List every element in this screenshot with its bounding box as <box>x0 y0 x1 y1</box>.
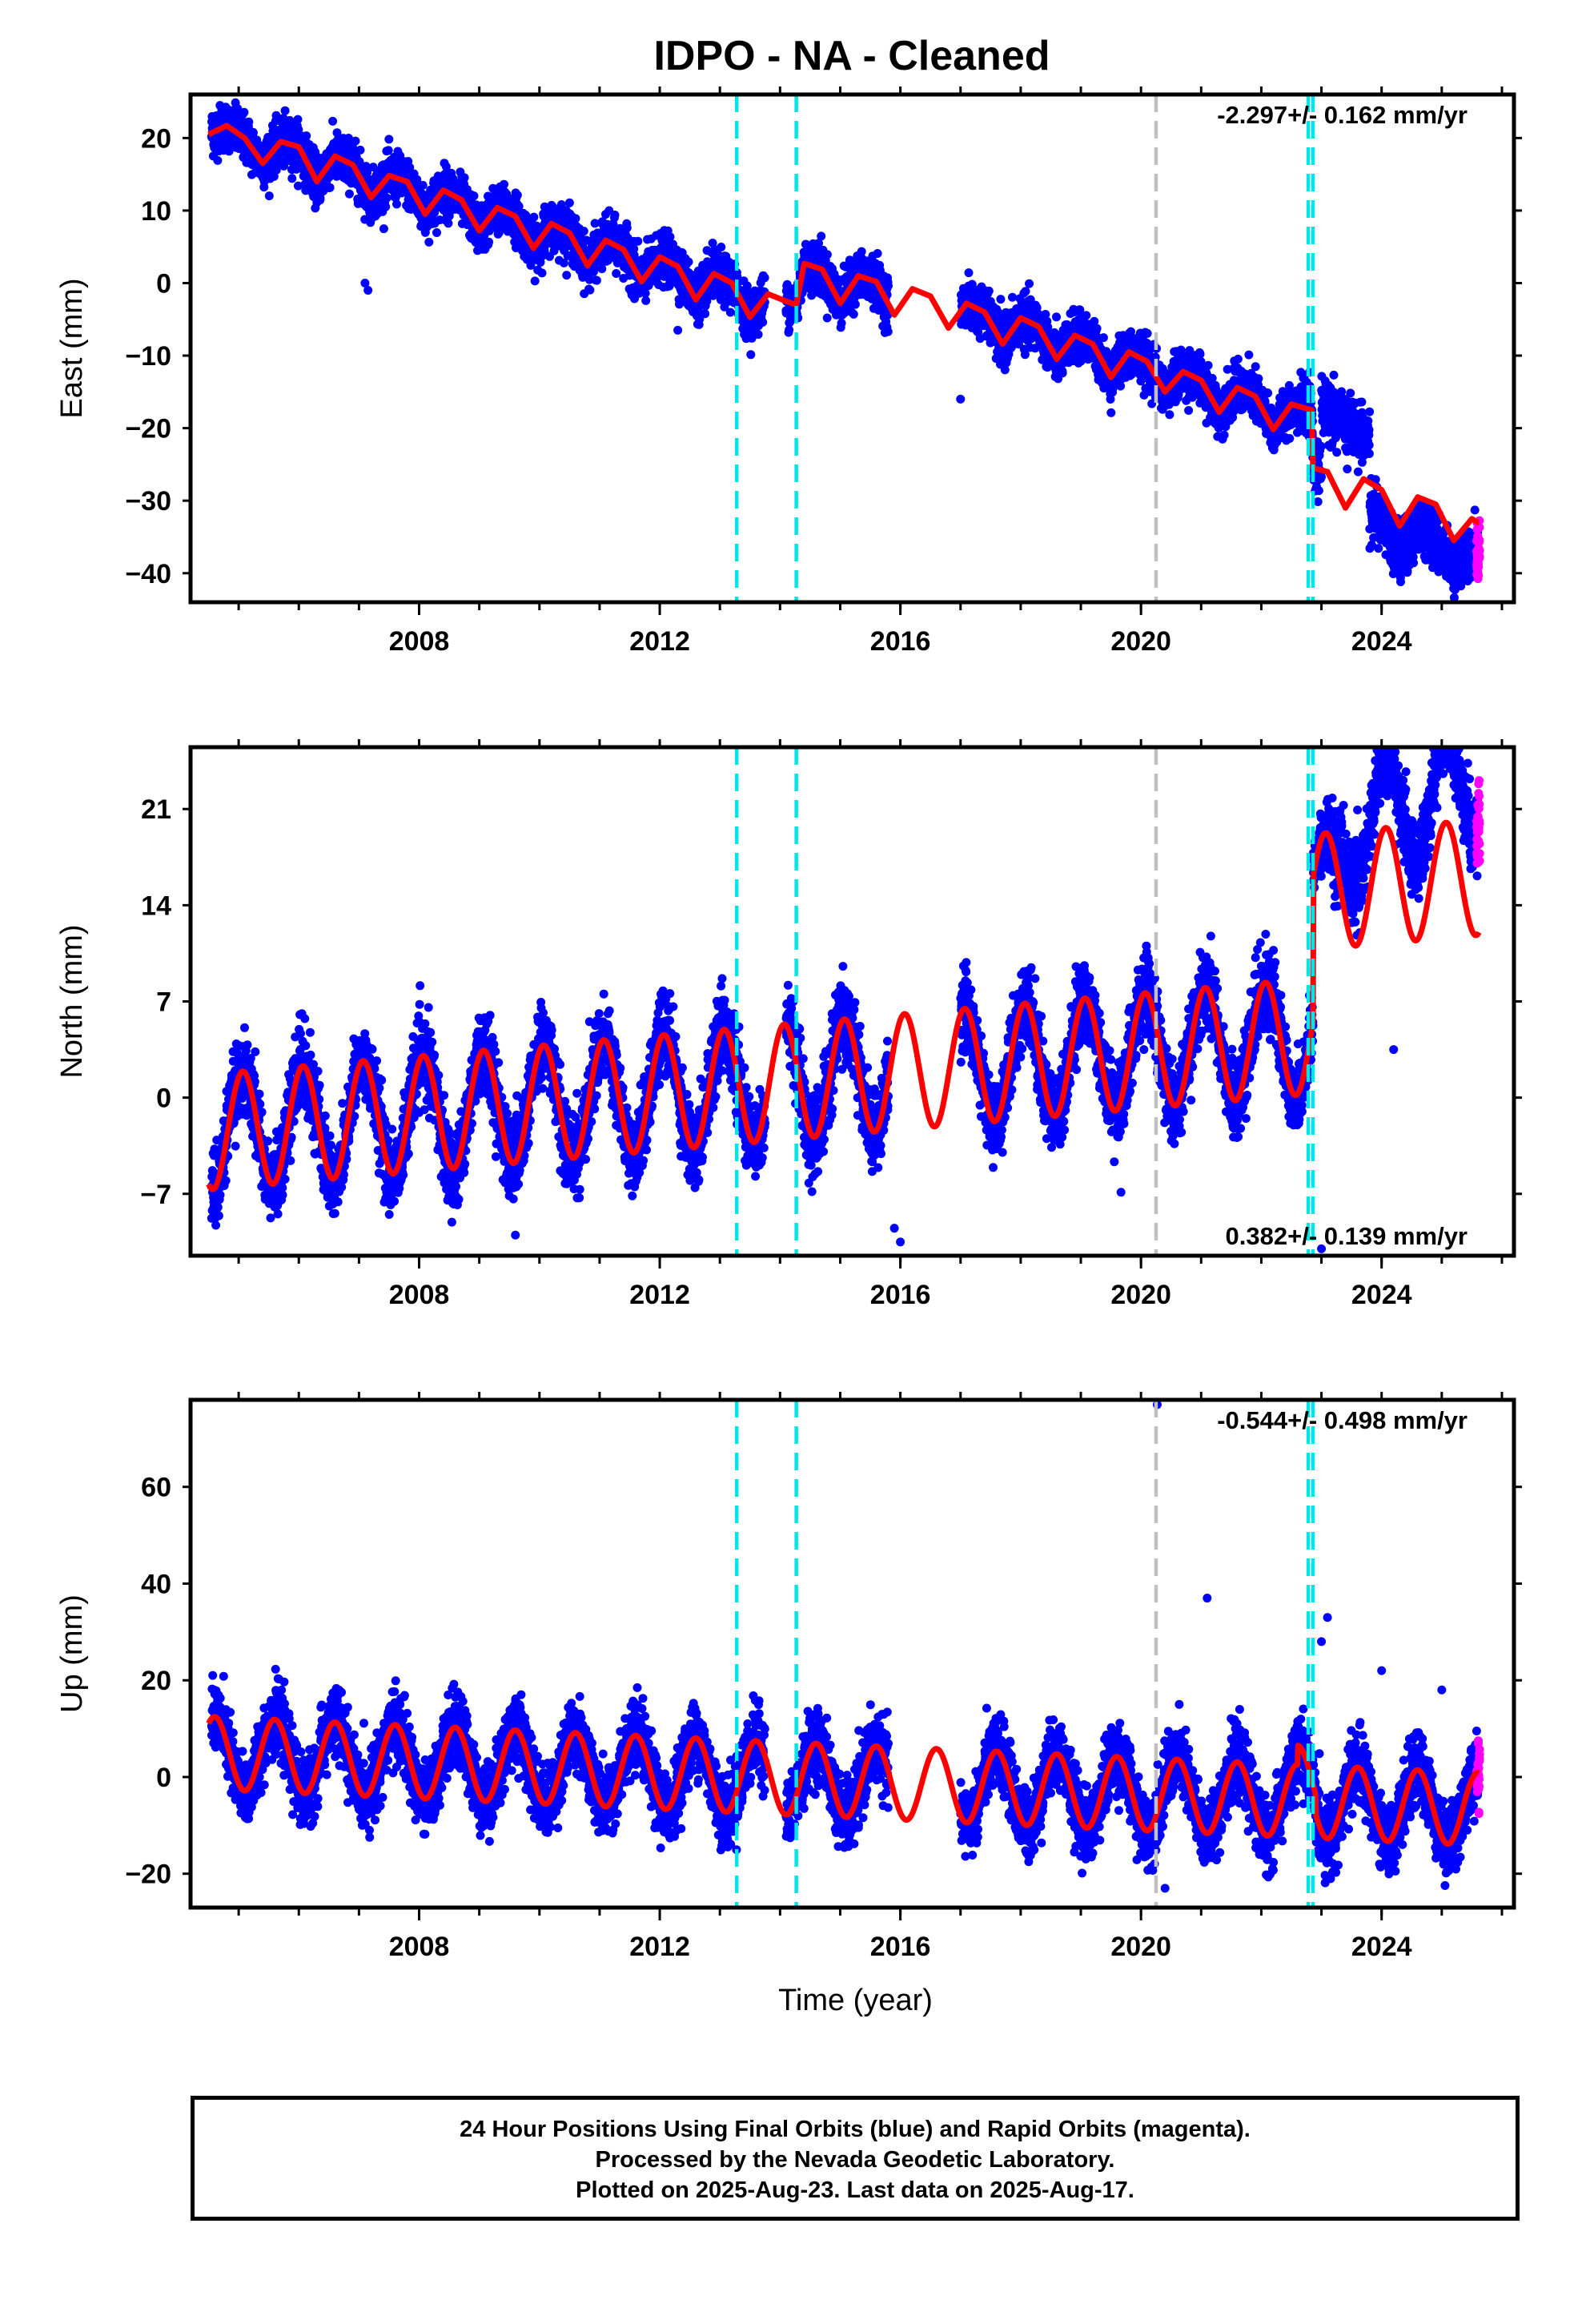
data-point <box>280 106 290 115</box>
data-point <box>612 269 621 278</box>
data-point <box>460 173 469 183</box>
data-point <box>822 313 832 323</box>
data-point <box>381 202 391 211</box>
data-point <box>725 308 735 317</box>
data-point <box>344 189 354 199</box>
data-point <box>1106 408 1116 417</box>
data-point <box>1021 287 1030 296</box>
data-point <box>355 145 365 155</box>
data-point <box>817 231 826 241</box>
data-point <box>351 136 360 146</box>
data-point <box>1000 365 1010 375</box>
data-point <box>579 227 588 236</box>
data-point <box>239 107 249 117</box>
data-point <box>964 268 974 278</box>
data-point <box>701 309 710 319</box>
data-point <box>469 191 479 201</box>
data-point <box>753 330 763 340</box>
data-point <box>883 327 893 336</box>
east-final-orbit-points <box>207 98 1483 602</box>
data-point <box>432 228 441 237</box>
data-point <box>530 276 540 286</box>
data-point <box>984 286 994 296</box>
data-point <box>822 250 832 259</box>
data-point <box>633 236 643 246</box>
data-point <box>1052 312 1061 322</box>
data-point <box>837 319 846 328</box>
data-point <box>325 183 335 192</box>
data-point <box>213 155 223 165</box>
data-point <box>1082 311 1091 320</box>
data-point <box>850 300 860 309</box>
data-point <box>424 237 434 247</box>
data-point <box>996 295 1006 304</box>
data-point <box>622 223 632 232</box>
data-point <box>302 131 311 141</box>
data-point <box>529 212 539 222</box>
data-point <box>758 317 768 327</box>
data-point <box>597 264 607 274</box>
data-point <box>1025 279 1034 288</box>
data-point <box>363 168 372 178</box>
data-point <box>1058 368 1067 378</box>
data-point <box>248 128 258 138</box>
data-point <box>444 219 453 228</box>
chart-title: IDPO - NA - Cleaned <box>0 32 1582 80</box>
east-plot-area <box>206 94 1484 602</box>
data-point <box>484 237 493 247</box>
data-point <box>287 174 297 183</box>
data-point <box>1008 292 1017 302</box>
data-point <box>332 171 341 181</box>
data-point <box>537 268 547 278</box>
data-point <box>760 273 769 283</box>
data-point <box>384 135 394 144</box>
data-point <box>1098 333 1108 343</box>
data-point <box>684 257 693 267</box>
data-point <box>392 199 401 209</box>
data-point <box>233 104 243 114</box>
data-point <box>610 211 620 219</box>
data-point <box>1092 324 1102 333</box>
data-point <box>873 249 882 258</box>
data-point <box>571 214 580 223</box>
data-point <box>717 243 726 251</box>
data-point <box>328 116 338 126</box>
data-point <box>383 146 393 155</box>
data-point <box>293 181 303 191</box>
data-point <box>884 281 893 291</box>
data-point <box>332 128 342 138</box>
data-point <box>742 281 752 291</box>
data-point <box>641 296 651 305</box>
data-point <box>418 180 428 190</box>
data-point <box>562 271 572 280</box>
data-point <box>746 350 756 360</box>
data-point <box>512 191 522 200</box>
data-point <box>244 117 254 127</box>
data-point <box>293 115 303 124</box>
data-point <box>849 309 858 319</box>
data-point <box>585 285 595 295</box>
data-point <box>379 224 388 234</box>
data-point <box>564 198 574 207</box>
data-point <box>592 275 601 285</box>
data-point <box>264 191 274 201</box>
data-point <box>382 193 391 203</box>
data-point <box>500 179 508 189</box>
